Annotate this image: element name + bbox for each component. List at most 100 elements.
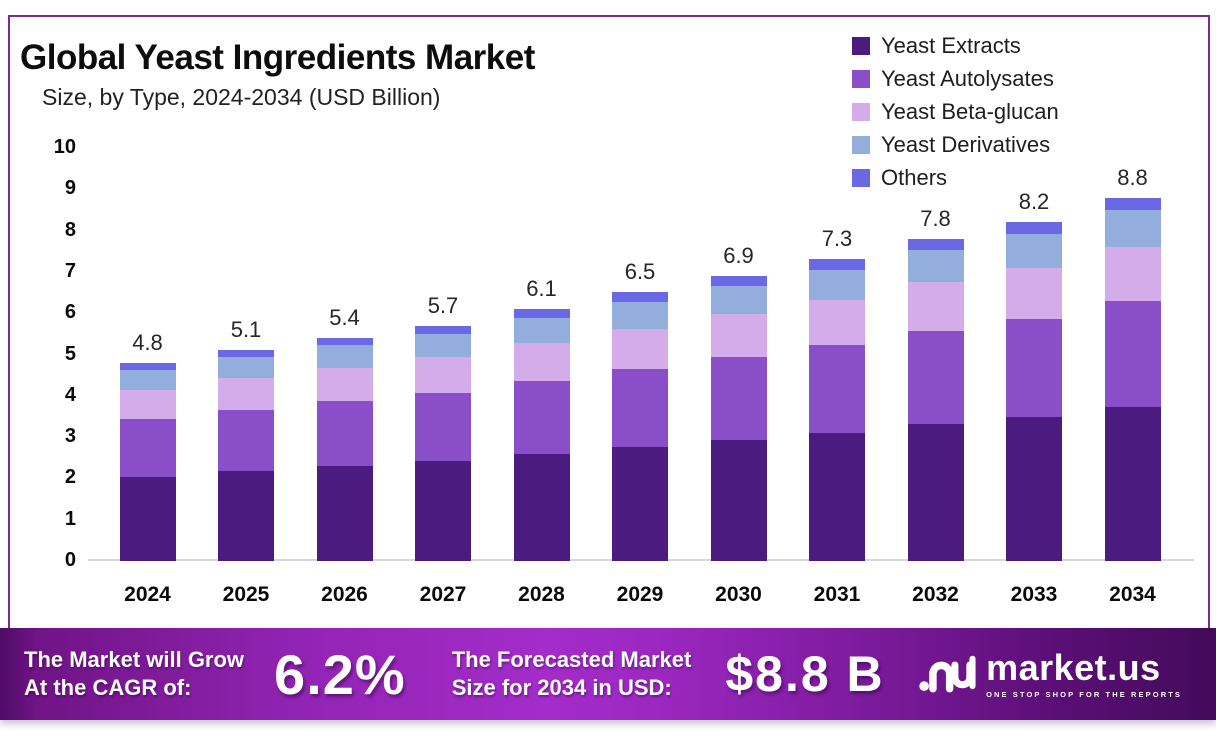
x-axis-tick-label: 2032 bbox=[912, 583, 959, 606]
bar-segment-yeast-derivatives bbox=[1006, 233, 1062, 268]
bar-segment-yeast-extracts bbox=[513, 454, 570, 561]
x-axis-tick-label: 2031 bbox=[813, 583, 861, 606]
bar-segment-yeast-derivatives bbox=[809, 269, 865, 301]
chart-header: Global Yeast Ingredients Market Size, by… bbox=[20, 38, 535, 111]
bar-segment-yeast-derivatives bbox=[218, 357, 274, 379]
bar-column-2032: 7.8 bbox=[907, 206, 964, 561]
bar-segment-yeast-beta-glucan bbox=[513, 342, 570, 381]
bar-column-2033: 8.2 bbox=[1006, 189, 1062, 561]
y-axis-tick-label: 1 bbox=[64, 507, 76, 530]
bar-segment-yeast-extracts bbox=[218, 471, 274, 561]
bar-segment-yeast-derivatives bbox=[907, 250, 964, 283]
bar-segment-yeast-derivatives bbox=[119, 369, 176, 390]
bar-segment-others bbox=[119, 362, 176, 370]
bar-segment-yeast-autolysates bbox=[612, 368, 668, 448]
bar-total-label: 6.1 bbox=[526, 276, 557, 302]
legend-swatch-icon bbox=[852, 36, 870, 55]
bar-segment-yeast-autolysates bbox=[710, 357, 767, 440]
brand-wordmark: market.us ONE STOP SHOP FOR THE REPORTS bbox=[986, 649, 1182, 699]
legend-label: Yeast Derivatives bbox=[881, 131, 1051, 157]
bar-column-2034: 8.8 bbox=[1104, 165, 1161, 561]
legend-item-yeast-autolysates: Yeast Autolysates bbox=[852, 62, 1059, 95]
x-axis-tick-label: 2025 bbox=[222, 583, 270, 606]
bar-segment-yeast-autolysates bbox=[415, 392, 471, 462]
legend-swatch-icon bbox=[852, 135, 870, 154]
bar-segment-yeast-beta-glucan bbox=[119, 389, 176, 420]
bar-segment-yeast-autolysates bbox=[1006, 318, 1062, 417]
legend-item-yeast-beta-glucan: Yeast Beta-glucan bbox=[852, 95, 1059, 128]
bar-segment-others bbox=[907, 238, 964, 251]
legend-label: Yeast Beta-glucan bbox=[881, 98, 1059, 124]
brand-logo: market.us ONE STOP SHOP FOR THE REPORTS bbox=[918, 649, 1182, 700]
bar-total-label: 8.2 bbox=[1018, 188, 1050, 214]
y-axis-tick-label: 6 bbox=[64, 301, 76, 324]
bar-segment-yeast-derivatives bbox=[1104, 210, 1161, 247]
y-axis-tick-label: 4 bbox=[64, 383, 76, 406]
bar-segment-others bbox=[1104, 197, 1161, 211]
bar-segment-others bbox=[415, 325, 471, 334]
bar-segment-others bbox=[316, 337, 373, 346]
bar-segment-yeast-extracts bbox=[316, 466, 373, 561]
bar-segment-others bbox=[1006, 221, 1062, 234]
bar-segment-others bbox=[513, 309, 570, 318]
page-title: Global Yeast Ingredients Market bbox=[20, 38, 535, 77]
marketus-squiggle-icon bbox=[918, 649, 976, 700]
bar-segment-yeast-derivatives bbox=[415, 333, 471, 358]
bar-segment-yeast-beta-glucan bbox=[612, 328, 668, 369]
forecast-text-line1: The Forecasted Market bbox=[451, 647, 692, 673]
bar-total-label: 5.7 bbox=[427, 292, 459, 318]
cagr-text-line2: At the CAGR of: bbox=[24, 675, 192, 700]
bar-total-label: 5.1 bbox=[230, 317, 262, 342]
bar-total-label: 6.9 bbox=[723, 243, 754, 269]
bar-segment-others bbox=[612, 292, 668, 302]
bar-column-2028: 6.1 bbox=[513, 276, 570, 561]
bar-column-2029: 6.5 bbox=[612, 259, 668, 561]
bar-segment-yeast-autolysates bbox=[513, 380, 570, 455]
bar-segment-yeast-beta-glucan bbox=[907, 282, 964, 331]
bar-segment-yeast-extracts bbox=[612, 447, 668, 561]
bar-segment-yeast-extracts bbox=[415, 461, 471, 561]
y-axis-tick-label: 3 bbox=[64, 425, 76, 448]
bar-column-2030: 6.9 bbox=[710, 243, 767, 561]
legend-swatch-icon bbox=[852, 102, 870, 121]
bar-total-label: 5.4 bbox=[329, 304, 360, 330]
bar-segment-yeast-autolysates bbox=[218, 410, 274, 472]
legend-item-yeast-derivatives: Yeast Derivatives bbox=[852, 128, 1059, 161]
bar-segment-yeast-autolysates bbox=[316, 401, 373, 467]
y-axis-tick-label: 2 bbox=[64, 466, 76, 489]
bar-total-label: 7.3 bbox=[821, 226, 853, 252]
legend-swatch-icon bbox=[852, 69, 870, 88]
bar-segment-yeast-autolysates bbox=[1104, 301, 1161, 407]
bar-segment-others bbox=[218, 350, 274, 358]
legend-label: Others bbox=[881, 164, 948, 190]
y-axis-tick-label: 5 bbox=[64, 342, 76, 365]
y-axis-tick-label: 7 bbox=[64, 259, 76, 282]
bar-segment-yeast-beta-glucan bbox=[1006, 267, 1062, 319]
bar-total-label: 4.8 bbox=[132, 329, 163, 355]
bar-segment-others bbox=[710, 276, 767, 286]
bar-segment-yeast-extracts bbox=[809, 432, 865, 561]
bar-segment-yeast-extracts bbox=[907, 423, 964, 561]
forecast-text-line2: Size for 2034 in USD: bbox=[451, 675, 672, 700]
bar-segment-yeast-beta-glucan bbox=[1104, 246, 1161, 302]
legend-item-yeast-extracts: Yeast Extracts bbox=[852, 29, 1059, 62]
brand-tagline: ONE STOP SHOP FOR THE REPORTS bbox=[986, 689, 1182, 699]
bar-segment-yeast-extracts bbox=[1104, 406, 1161, 561]
cagr-text-line1: The Market will Grow bbox=[24, 647, 245, 673]
bar-column-2031: 7.3 bbox=[809, 226, 865, 561]
cagr-text: The Market will Grow At the CAGR of: bbox=[24, 646, 244, 702]
bar-segment-yeast-beta-glucan bbox=[710, 314, 767, 358]
bar-segment-yeast-beta-glucan bbox=[809, 300, 865, 346]
legend-label: Yeast Autolysates bbox=[881, 65, 1054, 91]
legend-swatch-icon bbox=[852, 168, 870, 187]
bar-segment-yeast-beta-glucan bbox=[415, 357, 471, 393]
bar-segment-yeast-extracts bbox=[710, 440, 767, 561]
footer-banner: The Market will Grow At the CAGR of: 6.2… bbox=[0, 628, 1216, 720]
y-axis-tick-label: 0 bbox=[64, 549, 76, 571]
x-axis-tick-label: 2030 bbox=[715, 583, 762, 606]
bar-total-label: 8.8 bbox=[1117, 164, 1148, 190]
legend-item-others: Others bbox=[852, 161, 1059, 194]
legend-label: Yeast Extracts bbox=[881, 32, 1021, 58]
bar-segment-yeast-derivatives bbox=[612, 301, 668, 329]
